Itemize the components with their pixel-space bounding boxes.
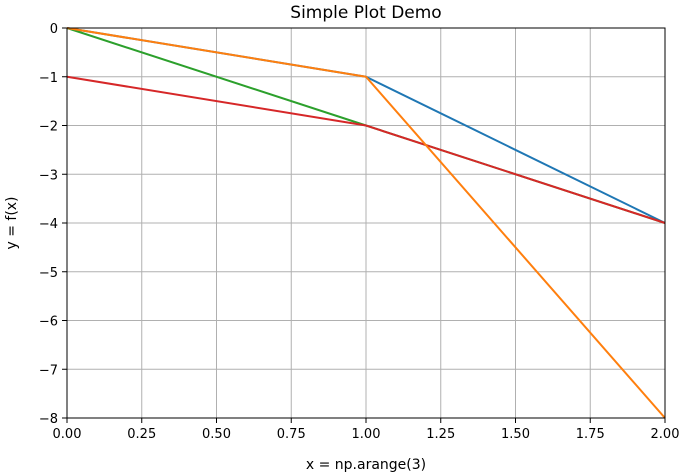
x-tick-label: 1.50: [501, 427, 530, 442]
y-tick-label: −4: [39, 217, 58, 232]
y-axis-ticks: 0 −1 −2 −3 −4 −5 −6 −7 −8: [39, 22, 67, 427]
x-tick-label: 0.00: [53, 427, 82, 442]
series-line-3: [66, 75, 666, 224]
y-tick-label: −3: [39, 168, 58, 183]
x-axis-label: x = np.arange(3): [306, 457, 426, 473]
y-tick-label: −7: [39, 363, 58, 378]
x-tick-label: 1.00: [352, 427, 381, 442]
y-tick-label: −1: [39, 71, 58, 86]
x-tick-label: 1.75: [576, 427, 605, 442]
series-layer: [66, 27, 666, 419]
y-tick-label: −5: [39, 266, 58, 281]
x-tick-label: 0.50: [202, 427, 231, 442]
y-tick-label: −6: [39, 315, 58, 330]
y-tick-label: −8: [39, 412, 58, 427]
chart-title: Simple Plot Demo: [290, 3, 441, 23]
x-tick-label: 0.25: [127, 427, 156, 442]
y-axis-label: y = f(x): [4, 196, 20, 249]
x-axis-ticks: 0.00 0.25 0.50 0.75 1.00 1.25 1.50 1.75 2.00: [53, 418, 680, 442]
x-tick-label: 1.25: [426, 427, 455, 442]
x-tick-label: 0.75: [277, 427, 306, 442]
y-tick-label: 0: [50, 22, 58, 37]
x-tick-label: 2.00: [651, 427, 680, 442]
y-tick-label: −2: [39, 120, 58, 135]
series-line-4: [66, 27, 666, 419]
